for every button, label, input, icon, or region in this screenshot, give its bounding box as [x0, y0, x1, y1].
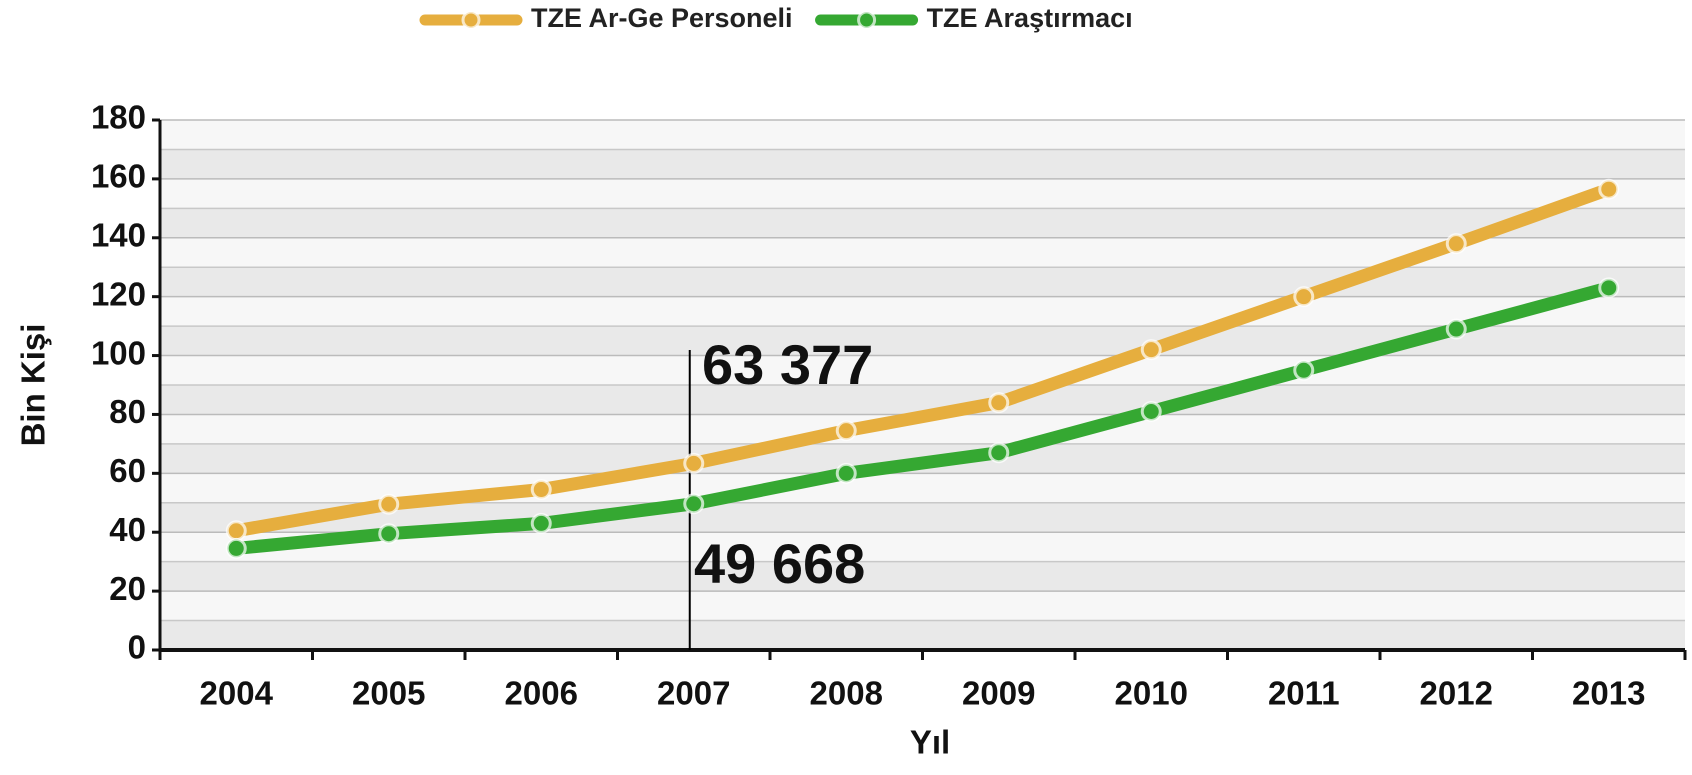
grid-band [160, 561, 1685, 592]
point [378, 493, 400, 515]
grid-band [160, 296, 1685, 327]
annotation: 63 377 [702, 333, 873, 396]
grid-band [160, 208, 1685, 238]
point [1293, 359, 1315, 381]
y-tick-label: 100 [91, 334, 146, 371]
y-tick-label: 180 [91, 99, 146, 136]
y-tick-label: 60 [109, 452, 146, 489]
point [988, 442, 1010, 464]
y-tick-label: 20 [109, 570, 146, 607]
grid-band [160, 385, 1685, 415]
x-tick-label: 2012 [1420, 675, 1493, 712]
y-tick-label: 0 [128, 629, 146, 666]
x-tick-label: 2011 [1268, 675, 1340, 712]
y-tick-label: 80 [109, 393, 146, 430]
point [1140, 401, 1162, 422]
point [1445, 318, 1467, 340]
x-tick-label: 2006 [505, 675, 578, 712]
point [1140, 339, 1162, 361]
grid-band [160, 267, 1685, 297]
series-line [229, 281, 1616, 555]
grid-band [160, 178, 1685, 209]
y-axis-label: Bin Kişi [15, 324, 52, 447]
grid-band [160, 620, 1685, 650]
point [225, 520, 247, 542]
legend-label: TZE Ar-Ge Personeli [531, 3, 793, 33]
y-tick-label: 120 [91, 275, 146, 312]
point [1598, 277, 1620, 299]
point [683, 493, 705, 515]
x-tick-label: 2004 [200, 675, 274, 712]
point [1598, 178, 1620, 200]
grid-band [160, 591, 1685, 621]
point [835, 420, 857, 442]
point [1445, 233, 1467, 255]
x-axis-label: Yıl [910, 724, 950, 761]
x-tick-label: 2005 [352, 675, 425, 712]
annotation: 49 668 [694, 532, 865, 595]
point [1293, 286, 1315, 308]
point [530, 512, 552, 534]
grid-band [160, 120, 1685, 150]
x-tick-label: 2010 [1115, 675, 1188, 712]
x-tick-label: 2007 [657, 675, 730, 712]
point [225, 537, 247, 559]
grid-band [160, 355, 1685, 385]
y-tick-label: 140 [91, 216, 146, 253]
grid-band [160, 149, 1685, 179]
point [530, 479, 552, 501]
point [988, 392, 1010, 414]
point [835, 462, 857, 484]
x-tick-label: 2013 [1572, 675, 1645, 712]
legend-marker [857, 10, 877, 30]
legend-label: TZE Araştırmacı [927, 3, 1133, 33]
x-tick-label: 2009 [962, 675, 1035, 712]
series-line [229, 182, 1616, 538]
point [378, 523, 400, 545]
y-tick-label: 40 [109, 511, 146, 548]
y-tick-label: 160 [91, 158, 146, 195]
x-tick-label: 2008 [810, 675, 883, 712]
point [683, 452, 705, 474]
legend-marker [461, 10, 481, 30]
